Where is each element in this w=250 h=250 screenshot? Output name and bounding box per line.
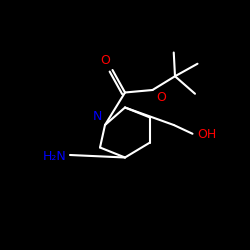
Text: N: N xyxy=(93,110,102,122)
Text: H₂N: H₂N xyxy=(42,150,66,163)
Text: O: O xyxy=(100,54,110,68)
Text: OH: OH xyxy=(198,128,217,141)
Text: O: O xyxy=(156,91,166,104)
